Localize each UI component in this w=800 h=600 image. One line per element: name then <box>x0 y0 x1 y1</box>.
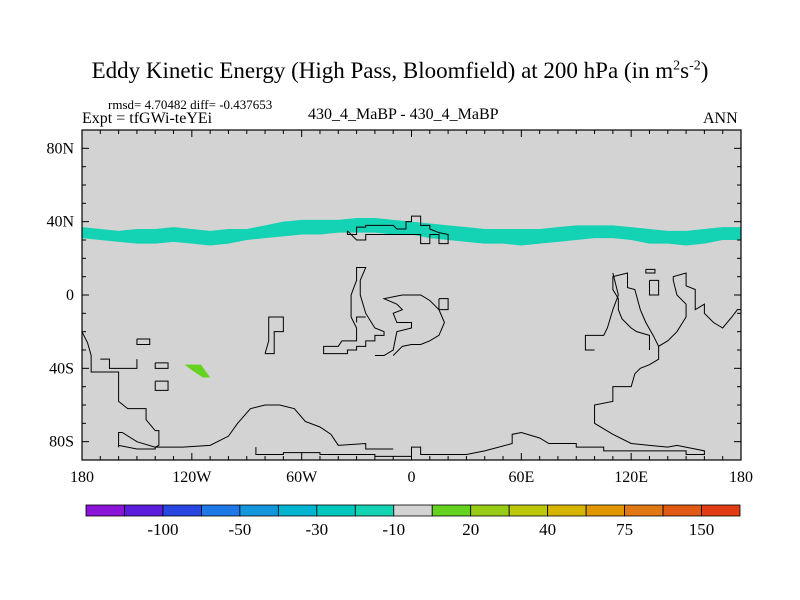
coastline-2 <box>136 338 151 345</box>
colorbar-box <box>316 504 356 517</box>
coastline-13 <box>356 316 366 323</box>
colorbar-box <box>470 504 510 517</box>
coastline-4 <box>154 362 169 369</box>
coastline-7 <box>612 272 660 350</box>
coastline-12 <box>438 298 449 311</box>
colorbar-box <box>277 504 318 517</box>
colorbar-box <box>162 504 202 517</box>
colorbar-box <box>585 504 625 517</box>
colorbar-box <box>431 504 472 517</box>
coastline-3 <box>100 358 138 369</box>
y-tick-label: 40N <box>46 214 74 231</box>
coastline-1 <box>118 404 394 450</box>
x-tick-label: 0 <box>408 469 416 486</box>
coastline-0 <box>81 331 160 448</box>
coastline-16 <box>648 279 660 296</box>
colorbar-box <box>662 504 702 517</box>
chart-title-tail: ) <box>700 58 709 83</box>
coastline-14 <box>584 272 619 351</box>
colorbar-label: -100 <box>147 520 178 539</box>
colorbar-box <box>547 504 587 517</box>
colorbar-box <box>85 504 125 517</box>
colorbar-box <box>239 504 279 517</box>
x-tick-label: 180 <box>70 469 94 486</box>
colorbar-box <box>508 504 549 517</box>
colorbar-label: 150 <box>689 520 715 539</box>
colorbar-box <box>354 504 395 517</box>
colorbar-label: -50 <box>229 520 252 539</box>
y-tick-label: 0 <box>66 287 74 304</box>
coastline-8 <box>264 316 284 355</box>
coastline-9 <box>323 267 385 355</box>
colorbar-label: 20 <box>462 520 479 539</box>
colorbar-label: -10 <box>382 520 405 539</box>
colorbar-box <box>393 504 433 517</box>
x-tick-label: 180 <box>729 469 753 486</box>
experiment-label: Expt = tfGWi-teYEi <box>82 110 213 127</box>
colorbar-box <box>624 504 664 517</box>
colorbar-label: 40 <box>539 520 556 539</box>
season-label: ANN <box>703 110 738 127</box>
coastline-10 <box>374 294 445 356</box>
coastline-15 <box>645 268 656 274</box>
coastline-6 <box>255 272 741 457</box>
case-comparison-label: 430_4_MaBP - 430_4_MaBP <box>308 106 499 123</box>
chart-title: Eddy Kinetic Energy (High Pass, Bloomfie… <box>0 58 800 84</box>
x-tick-label: 60E <box>508 469 534 486</box>
colorbar-box <box>124 504 164 517</box>
chart-title-sup2: -2 <box>689 58 701 74</box>
chart-title-mid: s <box>680 58 690 83</box>
colorbar-box <box>701 504 741 517</box>
x-tick-label: 120E <box>614 469 648 486</box>
y-tick-label: 40S <box>49 360 74 377</box>
coastline-5 <box>154 380 169 391</box>
fill-south-pacific-patch <box>184 364 211 378</box>
x-tick-label: 60W <box>286 469 318 486</box>
rmsd-diff-label: rmsd= 4.70482 diff= -0.437653 <box>108 97 273 112</box>
fill-midlatitude-band <box>82 218 741 246</box>
coastline-11 <box>346 215 449 245</box>
y-tick-label: 80N <box>46 140 74 157</box>
colorbar-label: -30 <box>305 520 328 539</box>
y-tick-label: 80S <box>49 434 74 451</box>
colorbar-label: 75 <box>616 520 633 539</box>
x-tick-label: 120W <box>172 469 212 486</box>
chart-title-sup1: 2 <box>673 58 681 74</box>
colorbar-box <box>201 504 241 517</box>
chart-title-main: Eddy Kinetic Energy (High Pass, Bloomfie… <box>91 58 674 83</box>
